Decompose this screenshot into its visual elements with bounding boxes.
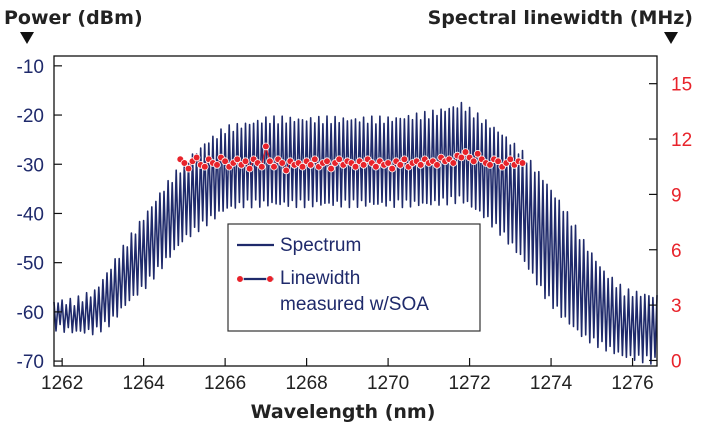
- x-tick-label: 1268: [285, 373, 327, 394]
- linewidth-point: [233, 155, 242, 164]
- linewidth-point: [469, 157, 478, 166]
- linewidth-point: [486, 161, 494, 169]
- linewidth-point: [351, 162, 360, 171]
- linewidth-point: [298, 162, 307, 171]
- linewidth-point: [184, 164, 193, 173]
- right-axis-arrow: [664, 32, 678, 44]
- linewidth-point: [221, 157, 229, 166]
- linewidth-point: [473, 150, 482, 158]
- linewidth-point: [241, 157, 250, 166]
- linewidth-point: [457, 153, 466, 162]
- left-tick-label: -50: [17, 254, 44, 275]
- left-tick-label: -60: [17, 303, 44, 324]
- linewidth-point: [310, 155, 319, 164]
- x-tick-label: 1266: [204, 373, 246, 394]
- linewidth-point: [266, 157, 274, 166]
- linewidth-point: [201, 162, 209, 171]
- left-tick-label: -70: [17, 352, 44, 373]
- left-tick-label: -40: [17, 204, 44, 225]
- x-tick-label: 1276: [611, 373, 653, 394]
- linewidth-point: [257, 162, 266, 171]
- linewidth-point: [396, 161, 405, 169]
- left-tick-label: -30: [17, 155, 44, 176]
- linewidth-point: [400, 155, 409, 164]
- legend-linewidth-sublabel: measured w/SOA: [280, 294, 429, 315]
- right-tick-label: 0: [671, 351, 682, 372]
- linewidth-point: [518, 159, 527, 167]
- legend-linewidth-marker-right: [266, 275, 274, 283]
- linewidth-point: [388, 164, 397, 173]
- right-tick-label: 15: [671, 75, 692, 96]
- linewidth-point: [262, 142, 270, 151]
- x-tick-label: 1264: [122, 373, 165, 394]
- linewidth-point: [306, 161, 315, 169]
- linewidth-point: [282, 166, 291, 175]
- linewidth-point: [433, 161, 441, 169]
- left-axis-arrow: [20, 32, 34, 44]
- linewidth-point: [449, 159, 458, 167]
- left-axis-title: Power (dBm): [4, 7, 143, 29]
- right-tick-label: 12: [671, 130, 692, 151]
- spectrum-line: [53, 101, 658, 365]
- linewidth-series: [176, 142, 527, 175]
- legend: Spectrum Linewidth measured w/SOA: [227, 223, 481, 332]
- linewidth-point: [372, 162, 380, 171]
- x-tick-label: 1270: [367, 373, 409, 394]
- linewidth-point: [245, 164, 254, 173]
- linewidth-point: [180, 159, 189, 167]
- left-tick-label: -20: [17, 106, 44, 127]
- linewidth-point: [494, 157, 502, 166]
- linewidth-point: [192, 153, 201, 162]
- linewidth-point: [335, 155, 344, 164]
- x-tick-label: 1274: [530, 373, 573, 394]
- right-axis-title: Spectral linewidth (MHz): [428, 7, 693, 29]
- spectrum-series: [53, 101, 658, 365]
- linewidth-point: [213, 161, 221, 169]
- linewidth-point: [384, 159, 392, 167]
- linewidth-point: [327, 164, 335, 173]
- legend-spectrum-label: Spectrum: [280, 235, 361, 256]
- left-tick-label: -10: [17, 57, 44, 78]
- linewidth-point: [416, 161, 425, 169]
- linewidth-point: [506, 155, 515, 164]
- right-tick-label: 6: [671, 241, 682, 262]
- legend-linewidth-label: Linewidth: [280, 268, 360, 289]
- linewidth-point: [278, 159, 287, 167]
- right-tick-label: 9: [671, 185, 682, 206]
- right-tick-label: 3: [671, 296, 682, 317]
- x-tick-label: 1272: [448, 373, 490, 394]
- linewidth-point: [461, 148, 470, 156]
- legend-linewidth-marker-left: [236, 275, 244, 283]
- plot-frame: [53, 55, 658, 367]
- x-axis-title: Wavelength (nm): [251, 401, 436, 423]
- linewidth-point: [359, 161, 368, 169]
- linewidth-point: [270, 162, 278, 171]
- axes: -10 -20 -30 -40 -50 -60 -70 15 12 9 6 3 0 1262 1264 126…: [17, 55, 692, 394]
- x-tick-label: 1262: [41, 373, 83, 394]
- linewidth-point: [323, 157, 331, 166]
